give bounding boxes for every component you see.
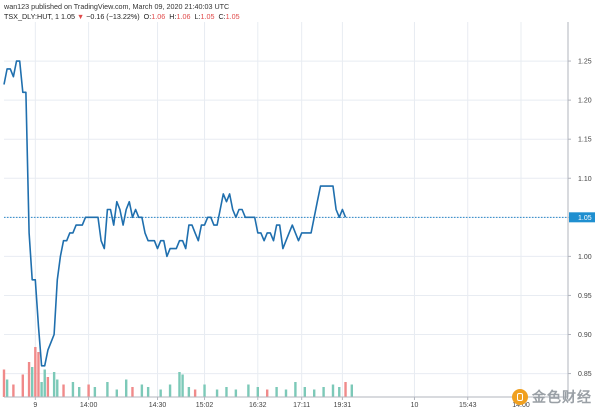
- time-tick-label: 19:31: [334, 402, 352, 409]
- volume-bar: [159, 389, 162, 397]
- chart-grid: [4, 22, 568, 397]
- volume-bar: [125, 379, 128, 397]
- volume-bar: [46, 377, 50, 397]
- volume-bar: [331, 384, 335, 397]
- time-tick-label: 16:32: [249, 402, 267, 409]
- volume-bar: [52, 372, 56, 397]
- volume-bar: [178, 372, 181, 397]
- volume-bar: [275, 387, 278, 397]
- price-series-line[interactable]: [3, 60, 347, 367]
- volume-bar: [313, 389, 316, 397]
- volume-bar: [43, 369, 46, 397]
- watermark: 金色财经: [512, 387, 592, 407]
- last-price-badge: 1.05: [569, 212, 595, 223]
- publisher-text: wan123 published on TradingView.com, Mar…: [4, 2, 230, 11]
- time-tick-label: 17:11: [293, 402, 310, 409]
- close-label: C:: [218, 12, 226, 21]
- price-change: −0.16 (−13.22%): [86, 12, 140, 21]
- price-tick-label: 1.25: [578, 59, 592, 66]
- volume-bar: [106, 382, 109, 397]
- volume-bar: [322, 387, 325, 397]
- volume-bar: [181, 374, 184, 397]
- volume-bar: [303, 387, 306, 397]
- volume-bar: [62, 384, 65, 397]
- volume-bar: [256, 387, 259, 397]
- volume-bar: [294, 382, 297, 397]
- volume-bar: [37, 352, 40, 397]
- volume-bar: [87, 384, 90, 397]
- open-label: O:: [143, 12, 152, 21]
- time-tick-label: 10: [411, 402, 419, 409]
- volume-bar: [5, 379, 9, 397]
- symbol-legend: TSX_DLY:HUT, 1 1.05 ▼ −0.16 (−13.22%) O:…: [4, 12, 240, 21]
- volume-bar: [266, 389, 269, 397]
- down-arrow-icon: ▼: [77, 12, 85, 21]
- volume-bar: [21, 374, 24, 397]
- last-price-badge-label: 1.05: [578, 215, 592, 222]
- volume-bar: [78, 387, 81, 397]
- price-tick-label: 1.15: [578, 137, 592, 144]
- jinse-logo-icon: [512, 389, 528, 405]
- volume-bar: [71, 382, 75, 397]
- volume-bar: [225, 387, 228, 397]
- time-tick-label: 15:43: [459, 402, 477, 409]
- time-tick-label: 14:00: [512, 402, 530, 409]
- price-tick-label: 1.20: [578, 98, 592, 105]
- volume-bar: [350, 384, 353, 397]
- volume-bar: [40, 382, 43, 397]
- open-value: 1.06: [151, 12, 166, 21]
- low-value: 1.05: [200, 12, 215, 21]
- publisher-caption: wan123 published on TradingView.com, Mar…: [4, 2, 229, 11]
- volume-bar: [31, 367, 34, 397]
- high-label: H:: [169, 12, 177, 21]
- volume-bar: [284, 389, 288, 397]
- volume-bars: [2, 347, 353, 397]
- volume-bar: [215, 389, 219, 397]
- time-tick-label: 9: [33, 402, 37, 409]
- volume-bar: [338, 387, 341, 397]
- volume-bar: [27, 362, 31, 397]
- volume-bar: [168, 384, 172, 397]
- price-tick-label: 0.90: [578, 332, 592, 339]
- volume-bar: [131, 387, 134, 397]
- volume-bar: [203, 384, 206, 397]
- volume-bar: [115, 389, 118, 397]
- price-tick-label: 1.00: [578, 254, 592, 261]
- time-axis[interactable]: 9 14:00 14:30 15:02 16:32 17:11 19:31 10 15:43 14…: [33, 397, 530, 409]
- price-tick-label: 0.95: [578, 293, 592, 300]
- close-value: 1.05: [225, 12, 240, 21]
- volume-bar: [2, 369, 6, 397]
- volume-bar: [12, 384, 15, 397]
- time-tick-label: 14:30: [149, 402, 167, 409]
- last-price: 1.05: [61, 12, 75, 21]
- time-tick-label: 14:00: [80, 402, 98, 409]
- high-value: 1.06: [176, 12, 191, 21]
- time-tick-label: 15:02: [196, 402, 214, 409]
- volume-bar: [247, 384, 250, 397]
- watermark-text: 金色财经: [532, 389, 592, 405]
- volume-bar: [193, 389, 197, 397]
- volume-bar: [234, 389, 238, 397]
- price-tick-label: 0.85: [578, 371, 592, 378]
- volume-bar: [344, 382, 347, 397]
- price-tick-label: 1.10: [578, 176, 592, 183]
- volume-bar: [34, 347, 37, 397]
- symbol-name[interactable]: TSX_DLY:HUT, 1: [4, 12, 59, 21]
- volume-bar: [187, 387, 191, 397]
- volume-bar: [146, 387, 150, 397]
- volume-bar: [93, 387, 97, 397]
- volume-bar: [140, 384, 144, 397]
- volume-bar: [56, 379, 59, 397]
- low-label: L:: [194, 12, 201, 21]
